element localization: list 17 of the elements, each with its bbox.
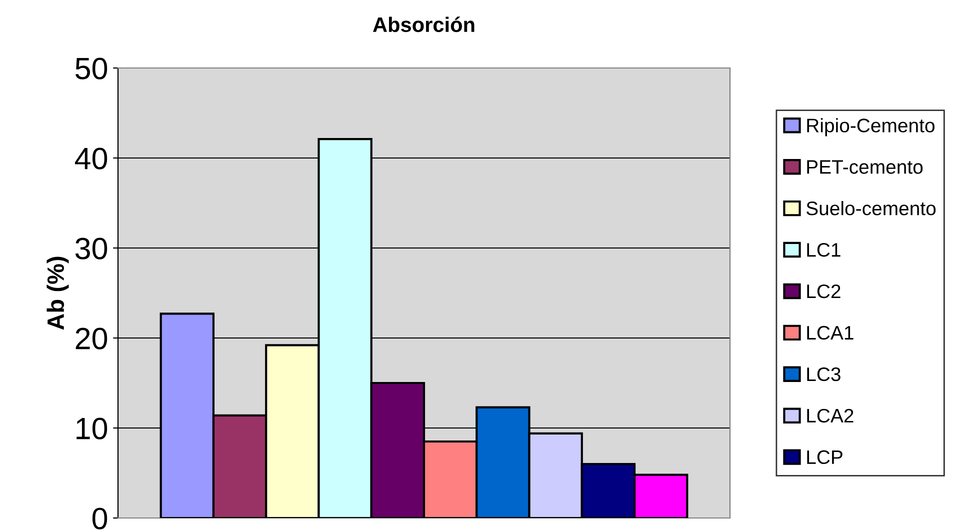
y-tick-label: 10 xyxy=(76,418,108,440)
legend-label: LC3 xyxy=(807,367,840,382)
y-tick-label: 30 xyxy=(75,238,108,260)
legend-label: LCA1 xyxy=(807,326,854,340)
y-tick-label: 50 xyxy=(76,58,108,80)
y-tick-label: 20 xyxy=(76,328,108,350)
y-axis-title: Ab (%) xyxy=(46,256,69,330)
legend-label: PET-cemento xyxy=(807,160,923,174)
y-tick-label: 0 xyxy=(92,508,108,530)
legend-label: LCP xyxy=(807,450,842,464)
chart-title: Absorción xyxy=(373,16,474,32)
legend-label: LC1 xyxy=(807,242,840,257)
legend-label: LC2 xyxy=(807,284,840,298)
legend-label: Ripio-Cemento xyxy=(807,118,934,136)
legend-label: Suelo-cemento xyxy=(806,201,936,216)
legend-label: LCA2 xyxy=(807,408,854,423)
y-tick-label: 40 xyxy=(74,148,108,170)
